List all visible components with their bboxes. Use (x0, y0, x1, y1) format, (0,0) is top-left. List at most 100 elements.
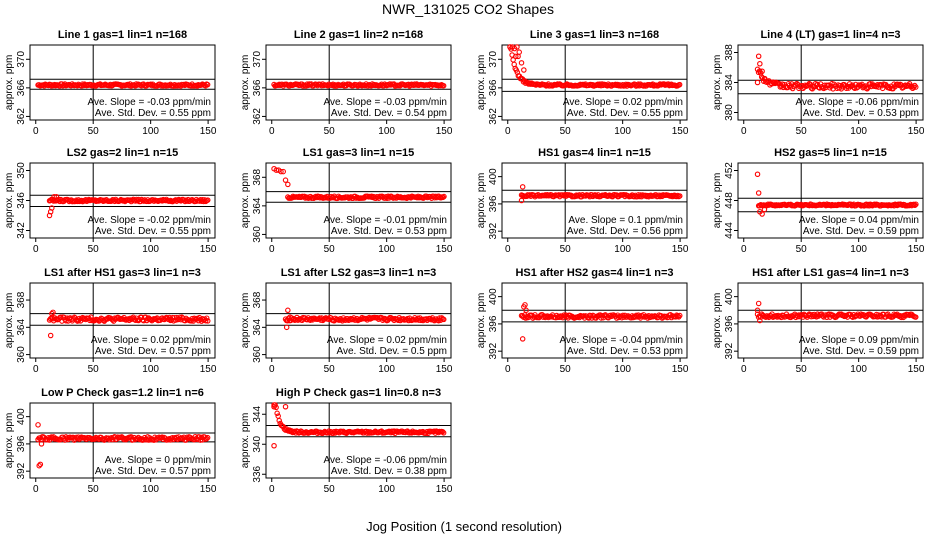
x-tick-label: 150 (672, 244, 689, 255)
panel-title: HS1 after LS1 gas=4 lin=1 n=3 (752, 267, 909, 279)
x-tick-label: 50 (560, 126, 572, 137)
data-point (49, 205, 55, 211)
y-tick-label: 364 (252, 319, 263, 336)
panel-title: Line 4 (LT) gas=1 lin=4 n=3 (760, 29, 900, 41)
data-points (35, 81, 211, 89)
panel-title: LS1 gas=3 lin=1 n=15 (303, 147, 415, 159)
x-tick-label: 100 (142, 484, 159, 495)
data-point (439, 428, 446, 435)
y-tick-label: 392 (724, 342, 735, 359)
y-tick-label: 370 (252, 51, 263, 68)
data-points (271, 165, 447, 202)
y-tick-label: 392 (488, 342, 499, 359)
y-axis-label: approx. ppm (4, 293, 15, 349)
y-tick-label: 452 (724, 162, 735, 179)
data-point (53, 194, 60, 200)
data-point (913, 201, 919, 208)
x-tick-label: 150 (436, 364, 453, 375)
std-dev-annotation: Ave. Std. Dev. = 0.55 ppm (567, 108, 683, 119)
panel-title: HS1 after HS2 gas=4 lin=1 n=3 (515, 267, 673, 279)
data-point (519, 184, 526, 190)
std-dev-annotation: Ave. Std. Dev. = 0.53 ppm (331, 226, 447, 237)
data-point (204, 81, 211, 88)
y-tick-label: 364 (252, 197, 263, 214)
panels: Line 1 gas=1 lin=1 n=168 0 50 100 150 362 366 3… (4, 29, 925, 495)
y-tick-label: 368 (252, 291, 263, 308)
x-tick-label: 150 (436, 244, 453, 255)
slope-annotation: Ave. Slope = -0.02 ppm/min (88, 215, 212, 226)
data-point (673, 193, 680, 200)
data-point (205, 318, 211, 324)
x-tick-label: 50 (324, 244, 336, 255)
x-tick-label: 0 (505, 126, 511, 137)
y-tick-label: 396 (16, 435, 27, 452)
plot-frame (265, 282, 452, 359)
y-tick-label: 364 (16, 319, 27, 336)
data-point (519, 336, 526, 342)
data-point (514, 44, 520, 50)
data-point (282, 403, 289, 410)
data-point (757, 60, 763, 67)
x-tick-label: 100 (850, 364, 867, 375)
data-point (755, 300, 762, 307)
x-tick-label: 50 (796, 126, 808, 137)
plot-frame (265, 44, 452, 121)
data-point (794, 80, 800, 87)
data-point (287, 314, 293, 320)
data-point (761, 76, 768, 82)
y-tick-label: 380 (724, 104, 735, 121)
data-point (275, 413, 281, 419)
x-tick-label: 0 (741, 364, 747, 375)
panel-title: High P Check gas=1 lin=0.8 n=3 (276, 387, 441, 399)
x-tick-label: 150 (200, 364, 217, 375)
data-point (283, 324, 290, 331)
data-point (895, 81, 901, 88)
slope-annotation: Ave. Slope = 0 ppm/min (105, 455, 211, 466)
panel-title: Line 1 gas=1 lin=1 n=168 (58, 29, 187, 41)
data-point (282, 177, 289, 183)
x-tick-label: 0 (33, 244, 39, 255)
y-tick-label: 400 (488, 288, 499, 305)
x-tick-label: 50 (560, 244, 572, 255)
std-dev-annotation: Ave. Std. Dev. = 0.59 ppm (803, 346, 919, 357)
std-dev-annotation: Ave. Std. Dev. = 0.54 ppm (331, 108, 447, 119)
y-tick-label: 366 (488, 79, 499, 96)
y-axis-label: approx. ppm (712, 293, 723, 349)
x-tick-label: 150 (908, 364, 925, 375)
y-tick-label: 370 (16, 51, 27, 68)
data-point (203, 435, 210, 442)
data-point (38, 441, 45, 447)
x-tick-label: 50 (88, 364, 100, 375)
data-points (46, 194, 211, 219)
x-tick-label: 0 (741, 244, 747, 255)
data-points (754, 300, 919, 324)
data-point (522, 302, 528, 308)
data-point (285, 181, 291, 188)
x-tick-label: 150 (200, 126, 217, 137)
y-axis-label: approx. ppm (240, 173, 251, 229)
data-point (754, 307, 761, 314)
y-tick-label: 368 (16, 291, 27, 308)
data-point (759, 211, 765, 217)
data-points (282, 307, 447, 331)
data-point (276, 417, 282, 424)
y-axis-label: approx. ppm (712, 173, 723, 229)
y-axis-label: approx. ppm (240, 293, 251, 349)
y-tick-label: 366 (252, 79, 263, 96)
y-axis-label: approx. ppm (712, 55, 723, 111)
data-points (46, 309, 211, 339)
y-axis-label: approx. ppm (240, 55, 251, 111)
slope-annotation: Ave. Slope = -0.04 ppm/min (560, 335, 684, 346)
data-point (516, 49, 522, 55)
data-point (437, 82, 444, 89)
panel-title: Low P Check gas=1.2 lin=1 n=6 (41, 387, 204, 399)
panel-2: Line 2 gas=1 lin=2 n=168 0 50 100 150 362 366 3… (240, 29, 453, 137)
figure-title: NWR_131025 CO2 Shapes (382, 1, 554, 17)
y-tick-label: 444 (724, 222, 735, 239)
y-tick-label: 400 (724, 288, 735, 305)
data-point (757, 317, 763, 324)
panel-6: LS1 gas=3 lin=1 n=15 0 50 100 150 360 364 368ap… (240, 147, 453, 255)
std-dev-annotation: Ave. Std. Dev. = 0.57 ppm (95, 346, 211, 357)
panel-1: Line 1 gas=1 lin=1 n=168 0 50 100 150 362 366 3… (4, 29, 217, 137)
y-tick-label: 392 (16, 462, 27, 479)
